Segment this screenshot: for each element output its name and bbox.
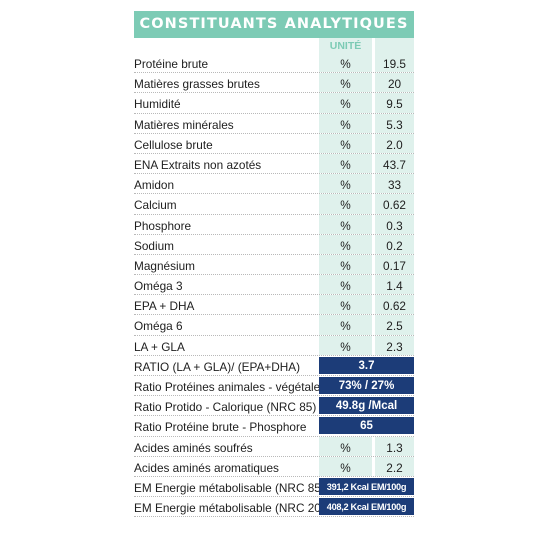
row-label: Magnésium	[134, 258, 195, 273]
row-label: Sodium	[134, 238, 174, 253]
ratio-value-box: 73% / 27%	[319, 377, 414, 394]
column-header-row: UNITÉ	[134, 38, 414, 53]
analytical-constituents-table: CONSTITUANTS ANALYTIQUES UNITÉ Protéine …	[134, 11, 414, 518]
row-label: EPA + DHA	[134, 299, 195, 314]
ratio-row: RATIO (LA + GLA)/ (EPA+DHA) 3.7	[134, 356, 414, 376]
row-unit: %	[319, 194, 372, 214]
ratio-value-box: 65	[319, 417, 414, 435]
energy-label: EM Energie métabolisable (NRC 2006)	[134, 501, 338, 516]
row-label: Acides aminés aromatiques	[134, 460, 279, 475]
row-value: 1.4	[375, 275, 414, 295]
table-row: ENA Extraits non azotés% 43.7	[134, 153, 414, 175]
row-unit: %	[319, 93, 372, 113]
row-label: Matières minérales	[134, 117, 234, 132]
row-value: 33	[375, 174, 414, 194]
row-label: Calcium	[134, 198, 177, 213]
row-value: 19.5	[375, 53, 414, 73]
energy-rows: EM Energie métabolisable (NRC 85) 391,2 K…	[134, 477, 414, 518]
table-row: Calcium% 0.62	[134, 194, 414, 215]
ratio-label: Ratio Protéines animales - végétales	[134, 380, 327, 394]
table-row: Amidon% 33	[134, 174, 414, 195]
unit-column-header: UNITÉ	[319, 38, 372, 53]
row-label: Phosphore	[134, 218, 192, 233]
ratio-row: Ratio Protéine brute - Phosphore 65	[134, 416, 414, 437]
energy-row: EM Energie métabolisable (NRC 85) 391,2 K…	[134, 477, 414, 498]
ratio-value-box: 49.8g /Mcal	[319, 397, 414, 415]
ratio-row: Ratio Protéines animales - végétales 73% …	[134, 376, 414, 397]
table-row: Protéine brute% 19.5	[134, 53, 414, 74]
row-value: 2.0	[375, 133, 414, 153]
row-value: 0.2	[375, 234, 414, 254]
row-unit: %	[319, 254, 372, 275]
row-unit: %	[319, 275, 372, 295]
row-value: 2.2	[375, 456, 414, 476]
table-row: Magnésium% 0.17	[134, 254, 414, 276]
row-value: 0.62	[375, 295, 414, 315]
row-label: LA + GLA	[134, 339, 185, 354]
row-label: ENA Extraits non azotés	[134, 157, 262, 172]
table-row: Sodium% 0.2	[134, 234, 414, 255]
table-row: Cellulose brute% 2.0	[134, 133, 414, 154]
table-row: Phosphore% 0.3	[134, 214, 414, 235]
row-value: 2.3	[375, 335, 414, 355]
row-unit: %	[319, 174, 372, 194]
table-row: LA + GLA% 2.3	[134, 335, 414, 356]
row-value: 0.17	[375, 254, 414, 275]
row-value: 5.3	[375, 113, 414, 133]
row-value: 1.3	[375, 436, 414, 456]
table-row: Acides aminés soufrés% 1.3	[134, 436, 414, 457]
row-value: 20	[375, 73, 414, 93]
row-label: Amidon	[134, 178, 174, 193]
row-value: 9.5	[375, 93, 414, 113]
row-value: 2.5	[375, 315, 414, 335]
row-unit: %	[319, 436, 372, 456]
table-row: EPA + DHA% 0.62	[134, 295, 414, 316]
row-unit: %	[319, 234, 372, 254]
row-unit: %	[319, 153, 372, 174]
nutrient-rows: Protéine brute% 19.5 Matières grasses bru…	[134, 53, 414, 356]
row-label: Oméga 3	[134, 279, 183, 294]
row-label: Matières grasses brutes	[134, 77, 260, 92]
table-row: Oméga 6% 2.5	[134, 315, 414, 336]
ratio-value-box: 3.7	[319, 356, 414, 374]
row-unit: %	[319, 113, 372, 133]
row-unit: %	[319, 315, 372, 335]
energy-value-box: 391,2 Kcal EM/100g	[319, 477, 414, 495]
energy-label: EM Energie métabolisable (NRC 85)	[134, 480, 325, 495]
table-row: Humidité% 9.5	[134, 93, 414, 114]
row-unit: %	[319, 456, 372, 476]
ratio-label: Ratio Protéine brute - Phosphore	[134, 420, 307, 435]
row-label: Cellulose brute	[134, 137, 213, 152]
row-value: 43.7	[375, 153, 414, 174]
table-row: Matières grasses brutes% 20	[134, 73, 414, 94]
row-unit: %	[319, 73, 372, 93]
table-title: CONSTITUANTS ANALYTIQUES	[134, 11, 414, 38]
row-unit: %	[319, 335, 372, 355]
row-unit: %	[319, 295, 372, 315]
table-row: Matières minérales% 5.3	[134, 113, 414, 134]
table-row: Oméga 3% 1.4	[134, 275, 414, 296]
row-value: 0.62	[375, 194, 414, 214]
row-label: Acides aminés soufrés	[134, 440, 253, 455]
ratio-label: RATIO (LA + GLA)/ (EPA+DHA)	[134, 359, 301, 374]
energy-value-box: 408,2 Kcal EM/100g	[319, 498, 414, 516]
ratio-rows: RATIO (LA + GLA)/ (EPA+DHA) 3.7 Ratio Pro…	[134, 356, 414, 437]
amino-acid-rows: Acides aminés soufrés% 1.3 Acides aminés …	[134, 436, 414, 477]
row-unit: %	[319, 53, 372, 73]
row-label: Humidité	[134, 97, 181, 112]
value-column-header	[375, 38, 414, 53]
ratio-label: Ratio Protido - Calorique (NRC 85)	[134, 400, 317, 415]
table-row: Acides aminés aromatiques% 2.2	[134, 456, 414, 477]
row-unit: %	[319, 214, 372, 234]
energy-row: EM Energie métabolisable (NRC 2006) 408,2…	[134, 497, 414, 518]
row-label: Protéine brute	[134, 57, 209, 71]
row-value: 0.3	[375, 214, 414, 234]
row-unit: %	[319, 133, 372, 153]
row-label: Oméga 6	[134, 319, 183, 334]
ratio-row: Ratio Protido - Calorique (NRC 85) 49.8g …	[134, 396, 414, 417]
